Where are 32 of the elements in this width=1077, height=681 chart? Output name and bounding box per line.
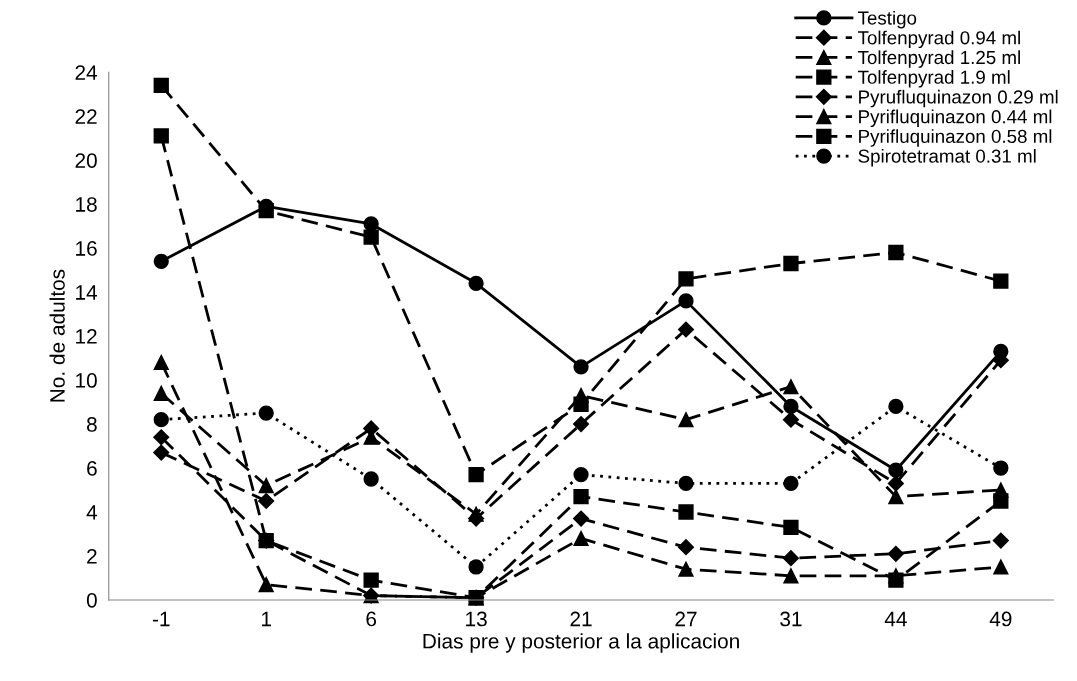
y-tick-label: 2 <box>87 548 97 564</box>
y-tick-label: 8 <box>86 417 97 432</box>
y-tick-label: 6 <box>87 461 97 476</box>
y-tick-label: 20 <box>75 153 97 168</box>
x-tick-label: 44 <box>884 611 907 627</box>
legend-label: Spirotetramat 0.31 ml <box>858 149 1036 167</box>
y-tick-label: 16 <box>76 241 97 256</box>
legend-label: Tolfenpyrad 0.94 ml <box>858 30 1020 49</box>
x-tick-label: -1 <box>152 611 170 627</box>
x-tick-label: 49 <box>989 611 1012 627</box>
y-tick-label: 10 <box>76 373 97 388</box>
y-tick-label: 4 <box>86 505 98 520</box>
x-axis-title: Dias pre y posterior a la aplicacion <box>423 633 739 653</box>
y-tick-label: 22 <box>75 109 97 124</box>
y-tick-label: 14 <box>76 285 98 300</box>
legend-label: Tolfenpyrad 1.9 ml <box>858 70 1010 88</box>
x-tick-label: 21 <box>570 611 592 627</box>
x-tick-label: 31 <box>780 611 802 627</box>
legend-label: Pyrifluquinazon 0.58 ml <box>859 129 1052 147</box>
y-tick-label: 12 <box>76 329 97 344</box>
y-axis-title: No. de adultos <box>49 269 65 402</box>
x-tick-label: 1 <box>261 611 271 627</box>
y-tick-label: 0 <box>86 592 97 608</box>
legend-label: Pyrufluquinazon 0.29 ml <box>859 89 1058 108</box>
legend-label: Pyrifluquinazon 0.44 ml <box>859 109 1052 128</box>
legend-label: Testigo <box>858 10 917 29</box>
x-tick-label: 27 <box>675 611 697 627</box>
x-tick-label: 13 <box>466 611 487 627</box>
legend-label: Tolfenpyrad 1.25 ml <box>858 50 1020 68</box>
x-tick-label: 6 <box>366 611 377 627</box>
y-tick-label: 18 <box>76 197 97 212</box>
y-tick-label: 24 <box>75 65 98 80</box>
